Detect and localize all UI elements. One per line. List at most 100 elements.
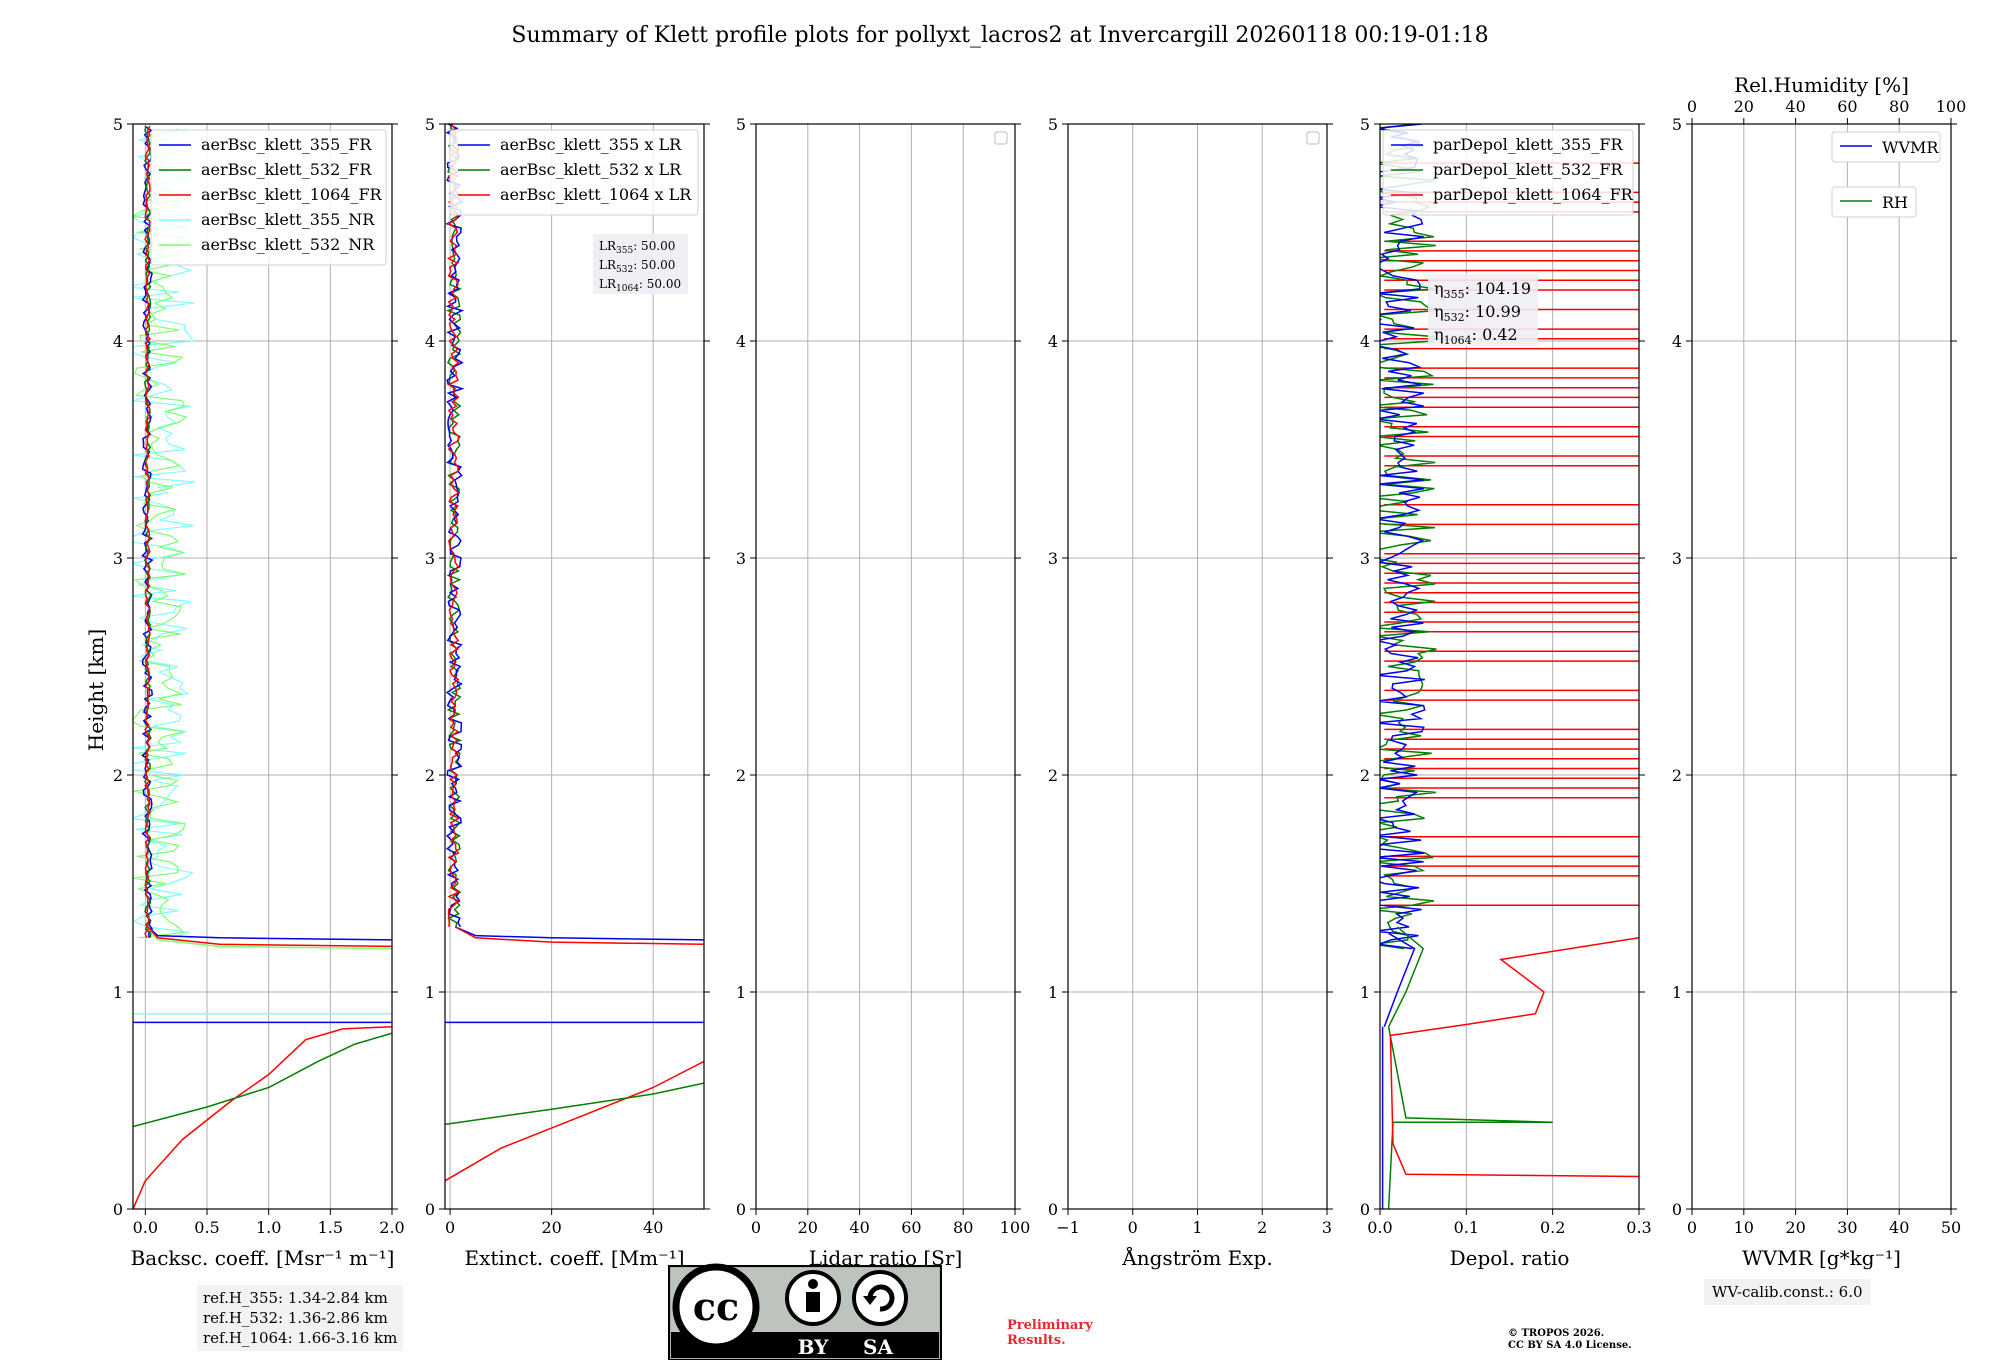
series-line-1064-fr [144, 125, 151, 939]
eta-value: : 0.42 [1472, 325, 1518, 344]
y-tick-label: 4 [425, 332, 435, 351]
lidar-ratio-value: : 50.00 [633, 239, 675, 253]
legend-label: aerBsc_klett_1064_FR [201, 185, 383, 204]
y-tick-label: 1 [113, 983, 123, 1002]
depol-532-low [1387, 926, 1425, 1028]
x-axis-label: Ångström Exp. [1121, 1245, 1272, 1270]
legend-label: aerBsc_klett_532_FR [201, 160, 372, 179]
eta-value: : 104.19 [1465, 279, 1531, 298]
x-tick-label: 60 [901, 1218, 921, 1237]
lidar-ratio-value: : 50.00 [633, 258, 675, 272]
badge-sa-text: SA [863, 1335, 893, 1359]
eta-sub: 355 [1444, 288, 1465, 301]
series-line-532-depol [1380, 124, 1438, 950]
legend-frame [449, 129, 699, 216]
cloud-1064-ext [454, 926, 704, 946]
chart-panel-5: 0.0 0.1 0.2 0.3 0 1 2 3 4 5 Depol. ratio parDepol_k… [1360, 115, 1652, 1270]
x-tick-label: 0.1 [1454, 1218, 1479, 1237]
series-line-355-depol [1380, 124, 1426, 950]
x-tick-label: 40 [849, 1218, 869, 1237]
x-tick-label: 1.5 [318, 1218, 343, 1237]
y-tick-label: 0 [425, 1200, 435, 1219]
y-tick-label: 2 [736, 766, 746, 785]
axes-frame [755, 123, 1016, 1210]
legend-frame [1831, 131, 1941, 163]
y-tick-label: 2 [1048, 766, 1058, 785]
y-tick-label: 1 [736, 983, 746, 1002]
y-tick-label: 5 [425, 115, 435, 134]
chart-panel-2: 0 20 40 0 1 2 3 4 5 Extinct. coeff. [Mm⁻¹] aerBsc_… [425, 115, 710, 1270]
legend-label: parDepol_klett_1064_FR [1433, 185, 1634, 204]
figure-title: Summary of Klett profile plots for polly… [511, 23, 1488, 48]
x-tick-label: 0.0 [1367, 1218, 1392, 1237]
lidar-ratio-value: : 50.00 [639, 277, 681, 291]
chart-panel-1: 0.0 0.5 1.0 1.5 2.0 0 1 2 3 4 5 Backsc. coeff. [Msr… [113, 115, 405, 1270]
y-tick-label: 5 [1672, 115, 1682, 134]
person-body-icon [806, 1292, 820, 1312]
chart-panel-6: 0 10 20 30 40 50 0 1 2 3 4 5 WVMR [g*kg⁻¹] 0 20 40 60 80 1… [1672, 73, 1966, 1270]
top-x-tick-label: 60 [1837, 97, 1857, 116]
y-tick-label: 5 [1360, 115, 1370, 134]
top-x-axis-label: Rel.Humidity [%] [1734, 73, 1909, 97]
x-tick-label: 0.3 [1626, 1218, 1651, 1237]
x-tick-label: 20 [1785, 1218, 1805, 1237]
legend-label: parDepol_klett_355_FR [1433, 135, 1624, 154]
legend-label: WVMR [1882, 138, 1939, 157]
person-head-icon [808, 1279, 818, 1289]
y-tick-label: 4 [1048, 332, 1058, 351]
y-tick-label: 2 [113, 766, 123, 785]
y-tick-label: 0 [113, 1200, 123, 1219]
legend-label: parDepol_klett_532_FR [1433, 160, 1624, 179]
depol-1064-low [1389, 937, 1639, 1178]
legend-frame [150, 129, 387, 266]
axes-frame [444, 123, 705, 1210]
x-axis-label: Depol. ratio [1450, 1246, 1570, 1270]
empty-legend-icon [994, 131, 1008, 145]
low-layer-1064 [133, 1025, 392, 1209]
ref-height-355: ref.H_355: 1.34-2.84 km [203, 1289, 388, 1307]
y-tick-label: 5 [113, 115, 123, 134]
lidar-ratio-box [593, 234, 688, 294]
ref-height-532: ref.H_532: 1.36-2.86 km [203, 1309, 388, 1327]
legend-label: aerBsc_klett_355 x LR [500, 135, 682, 154]
y-tick-label: 4 [1360, 332, 1370, 351]
legend-frame [1831, 186, 1917, 218]
cc-circle-icon [672, 1263, 760, 1351]
lidar-ratio-sub: 532 [616, 265, 633, 275]
x-tick-label: 0 [751, 1218, 761, 1237]
y-tick-label: 0 [1048, 1200, 1058, 1219]
axes-frame [132, 123, 393, 1210]
legend-label: aerBsc_klett_355_NR [201, 210, 375, 229]
legend-rh: RH [1831, 186, 1917, 218]
top-x-tick-label: 0 [1687, 97, 1697, 116]
low-layer-532 [133, 1032, 392, 1128]
x-tick-label: 1.0 [256, 1218, 281, 1237]
wv-calib-box: WV-calib.const.: 6.0 [1704, 1279, 1871, 1305]
x-tick-label: 30 [1837, 1218, 1857, 1237]
x-axis-label: Extinct. coeff. [Mm⁻¹] [464, 1246, 684, 1270]
y-tick-label: 4 [1672, 332, 1682, 351]
depol-355-low [1383, 932, 1416, 1027]
axes-frame [1379, 123, 1640, 1210]
legend-wvmr: WVMR [1831, 131, 1941, 163]
y-tick-label: 1 [1360, 983, 1370, 1002]
y-tick-label: 0 [1360, 1200, 1370, 1219]
y-tick-label: 1 [1672, 983, 1682, 1002]
legend-label: aerBsc_klett_1064 x LR [500, 185, 692, 204]
y-tick-label: 3 [425, 549, 435, 568]
reference-height-box: ref.H_355: 1.34-2.84 km ref.H_532: 1.36-… [197, 1285, 404, 1351]
legend-label: RH [1882, 193, 1908, 212]
legend-label: aerBsc_klett_532 x LR [500, 160, 682, 179]
y-tick-label: 2 [1360, 766, 1370, 785]
legend-depol: parDepol_klett_355_FR parDepol_klett_532_… [1382, 129, 1634, 216]
x-tick-label: 100 [1000, 1218, 1031, 1237]
legend-label: aerBsc_klett_355_FR [201, 135, 372, 154]
preliminary-results-note: Preliminary Results. [1007, 1318, 1093, 1348]
y-tick-label: 4 [736, 332, 746, 351]
x-tick-label: 0 [445, 1218, 455, 1237]
x-tick-label: 0.2 [1540, 1218, 1565, 1237]
ref-height-1064: ref.H_1064: 1.66-3.16 km [203, 1329, 398, 1347]
x-tick-label: 50 [1941, 1218, 1961, 1237]
